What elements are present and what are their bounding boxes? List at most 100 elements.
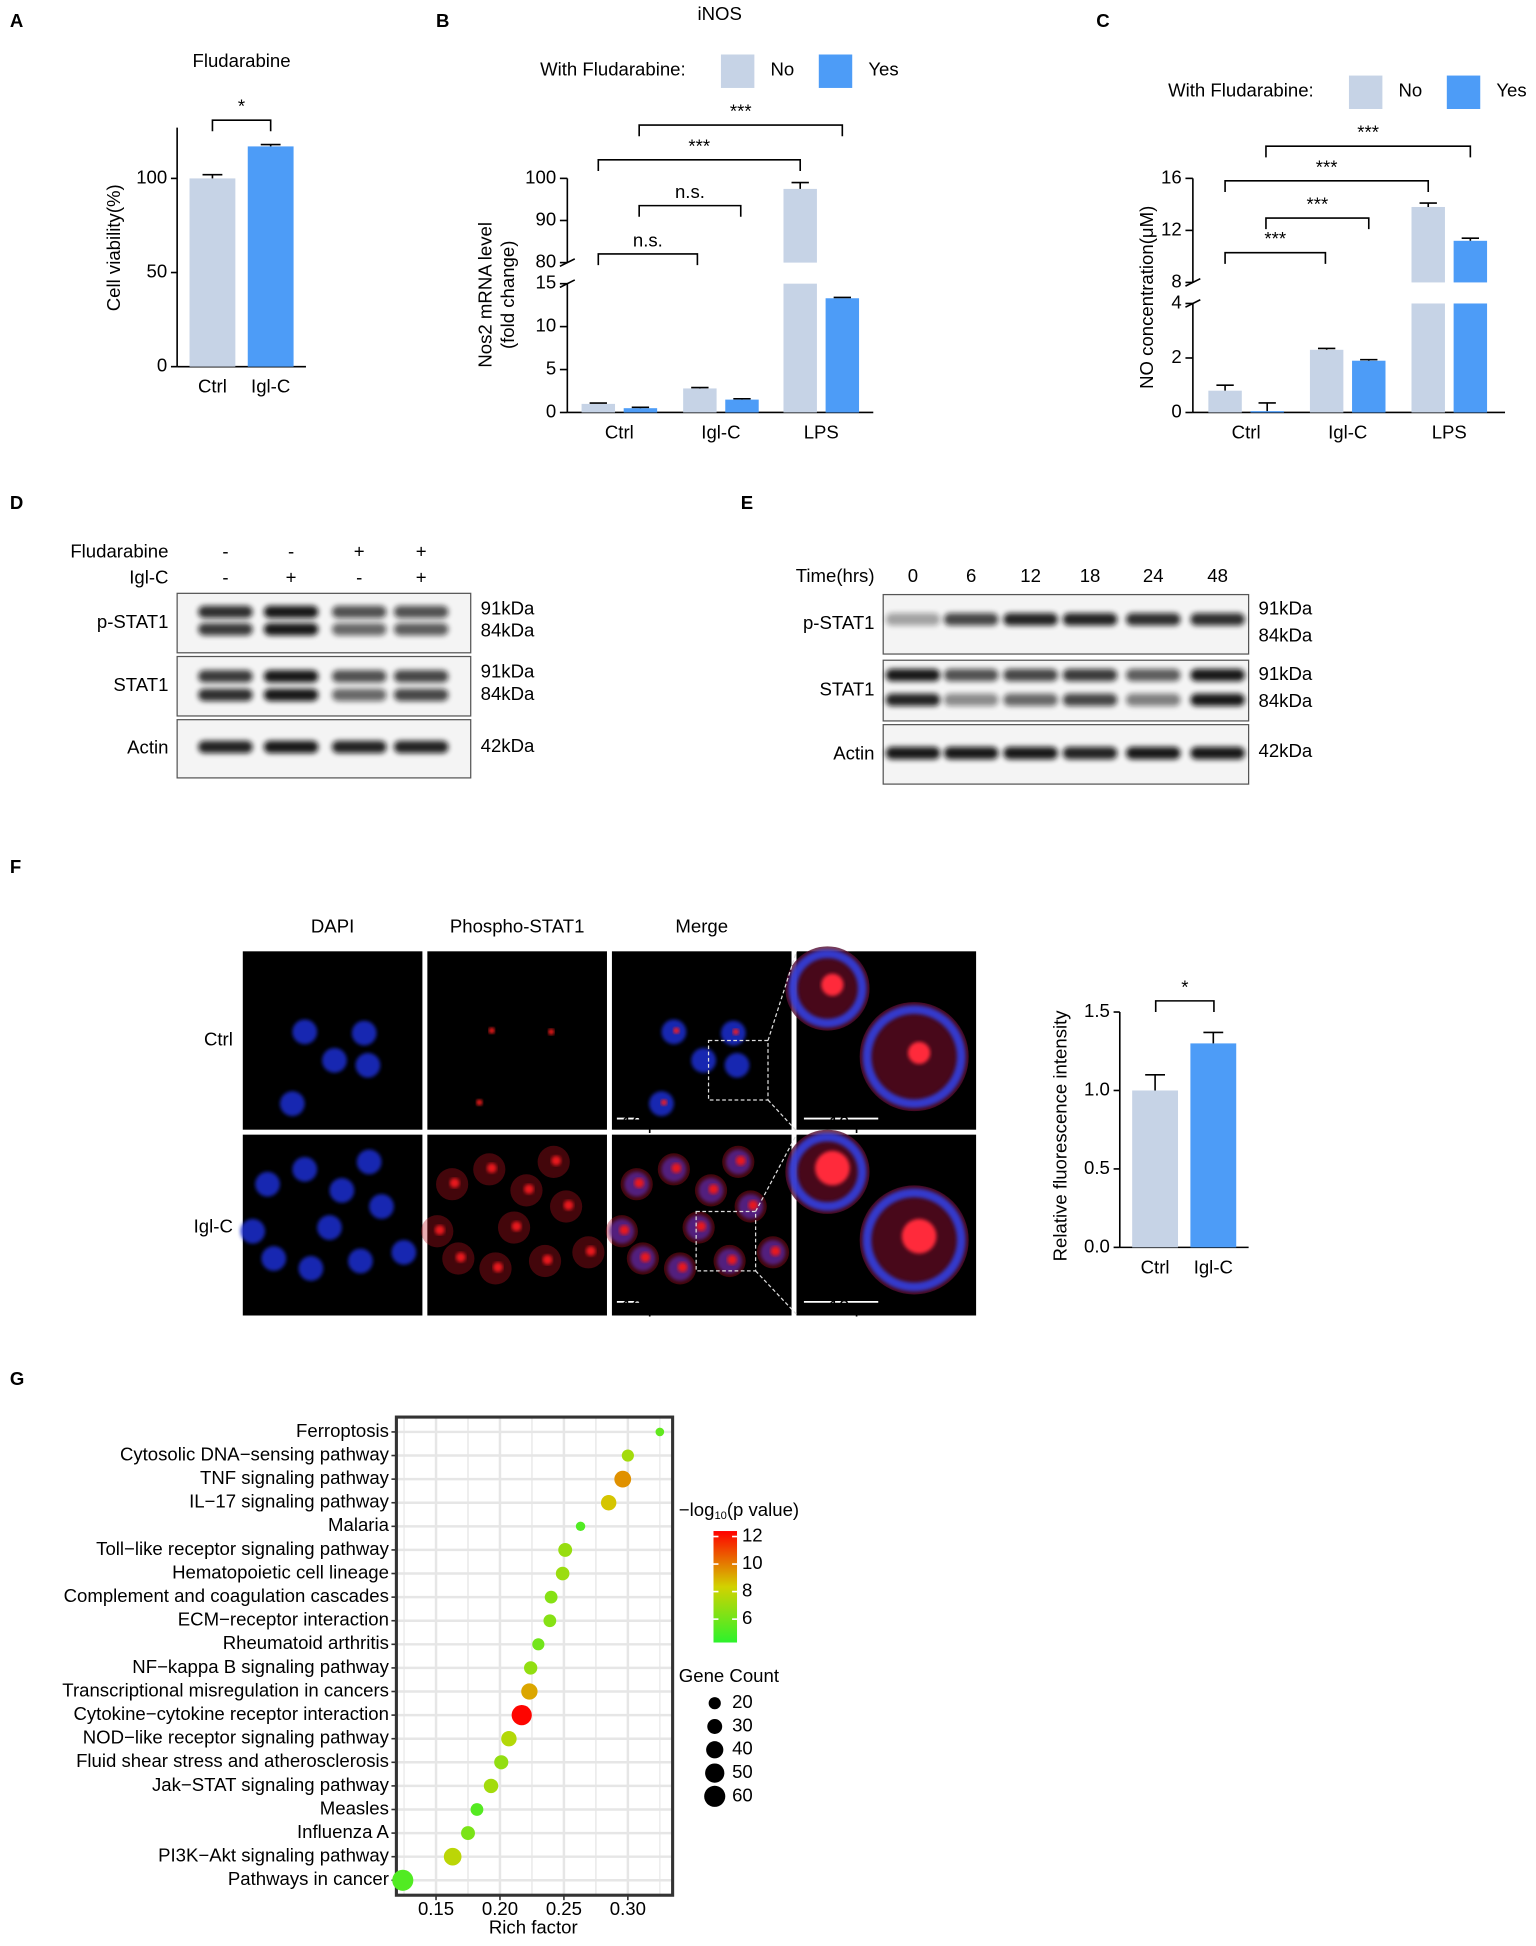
size-key (705, 1763, 725, 1783)
band-label: STAT1 (113, 674, 168, 695)
nucleus (391, 1239, 417, 1265)
blot-band (1125, 693, 1181, 707)
colorbar-title-part: −log (679, 1499, 715, 1520)
bar (783, 283, 817, 413)
bracket (1265, 217, 1370, 230)
y-tick-label: Hematopoietic cell lineage (172, 1561, 389, 1582)
blot-band (263, 740, 319, 754)
blot-band (198, 688, 253, 702)
y-tick-label: Complement and coagulation cascades (64, 1585, 389, 1606)
dot (655, 1427, 665, 1437)
annotation: n.s. (675, 181, 705, 202)
dot (392, 1869, 414, 1891)
stat1-spot (708, 1184, 719, 1195)
bar (825, 298, 860, 413)
x-tick-label: Igl-C (1328, 421, 1367, 442)
bracket (1224, 180, 1430, 192)
blot-band (1125, 746, 1181, 760)
size-key (706, 1741, 724, 1759)
bar (1411, 303, 1445, 413)
error-bar (1145, 1073, 1166, 1091)
annotation: * (238, 96, 245, 117)
dot (443, 1847, 462, 1866)
blot-band (198, 740, 253, 754)
y-tick-label: Cytokine−cytokine receptor interaction (73, 1703, 388, 1724)
blot-band (198, 605, 253, 619)
legend-swatch (720, 54, 755, 88)
size-key-label: 20 (732, 1691, 753, 1712)
y-tick-label: TNF signaling pathway (200, 1467, 390, 1488)
y-tick-label: IL−17 signaling pathway (189, 1491, 390, 1512)
x-tick-label: LPS (1432, 421, 1467, 442)
kda-label: 84kDa (1259, 625, 1313, 646)
nucleus (356, 1149, 382, 1175)
y-tick-label: Ferroptosis (296, 1420, 389, 1441)
error-bar (1360, 358, 1378, 361)
blot-band (263, 688, 319, 702)
stat1-spot (727, 1254, 738, 1265)
x-tick-label: LPS (804, 421, 839, 442)
error-bar (691, 386, 709, 389)
blot-band (198, 670, 253, 683)
error-bar (733, 397, 751, 400)
x-tick-label: Ctrl (1141, 1256, 1170, 1277)
band-label: Actin (833, 742, 874, 763)
blot-band (331, 605, 387, 619)
bracket (638, 124, 844, 137)
bracket (1224, 251, 1327, 264)
blot-band (1062, 693, 1118, 707)
y-tick-label: 0 (157, 355, 167, 376)
y-tick-label: 2 (1171, 346, 1181, 367)
y-tick-label: 50 (147, 260, 168, 281)
sign: + (416, 566, 427, 587)
stat1-haze (722, 1145, 755, 1179)
x-tick-label: Ctrl (198, 376, 227, 397)
image (427, 951, 607, 1130)
stat1-spot (770, 1246, 781, 1257)
column-label: Merge (675, 916, 728, 937)
image-panel (240, 1134, 423, 1316)
legend-swatch (818, 54, 853, 88)
bar (1453, 303, 1488, 413)
blot-band (331, 740, 387, 754)
dot (494, 1755, 509, 1770)
band-label: p-STAT1 (803, 612, 875, 633)
bar (1250, 411, 1284, 413)
blot-band (1003, 668, 1058, 682)
column-label: Phospho-STAT1 (450, 916, 585, 937)
bar (247, 146, 294, 367)
image-panel: 10 μm (605, 1134, 792, 1317)
kda-label: 91kDa (1259, 597, 1313, 618)
dot (501, 1730, 517, 1747)
blot-band (1003, 613, 1058, 626)
bracket (638, 204, 742, 217)
blot-frame (176, 655, 472, 717)
sign: + (354, 540, 365, 561)
stat1-spot (548, 1028, 555, 1035)
stat1-spot (511, 1221, 522, 1232)
blot-band (885, 693, 941, 707)
dot (461, 1826, 475, 1841)
error-bar (1317, 347, 1336, 350)
error-bar (1419, 202, 1437, 207)
stat1-spot (677, 1262, 688, 1273)
colorbar-title-part: (p value) (727, 1499, 799, 1520)
image-panel (421, 1134, 607, 1316)
panel-label: C (1096, 10, 1109, 31)
x-tick-label: 0.25 (546, 1898, 582, 1919)
zoom-spot (815, 1150, 850, 1186)
colorbar (713, 1531, 738, 1643)
row-label: Igl-C (194, 1215, 233, 1236)
axis-break (559, 258, 576, 268)
y-axis-label: Nos2 mRNA level (475, 222, 496, 368)
y-tick-label: 1.5 (1084, 1000, 1110, 1021)
zoom-nucleus (862, 1005, 966, 1109)
time: 6 (966, 565, 976, 586)
bar (581, 403, 616, 413)
band-label: Actin (127, 737, 168, 758)
colorbar-tick-label: 12 (742, 1524, 763, 1545)
stat1-spot (563, 1200, 574, 1211)
blot-band (943, 746, 999, 760)
kda-label: 84kDa (481, 620, 535, 641)
x-tick-label: 0.15 (418, 1898, 454, 1919)
